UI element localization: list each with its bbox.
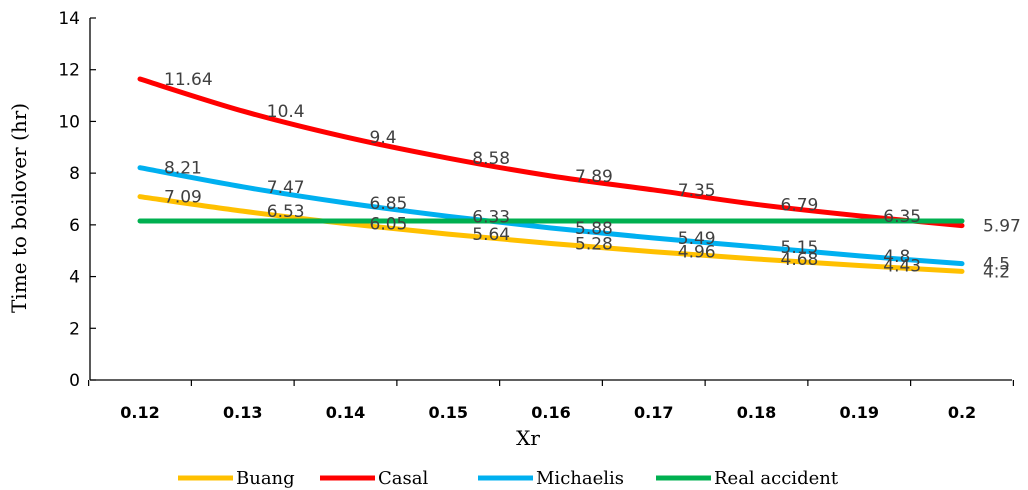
y-tick-label: 12 — [58, 61, 80, 81]
data-label: 6.33 — [472, 207, 510, 227]
legend-label: Buang — [236, 468, 295, 489]
series-line-michaelis — [137, 165, 965, 267]
data-label: 5.28 — [575, 234, 613, 254]
data-label: 6.79 — [781, 195, 819, 215]
data-label: 8.58 — [472, 149, 510, 169]
x-axis-ticks: 0.12 0.13 0.14 0.15 0.16 0.17 0.18 0.19 0.2 — [88, 380, 1014, 422]
legend-label: Michaelis — [536, 468, 624, 489]
legend: Buang Casal Michaelis Real accident — [178, 468, 839, 489]
x-tick-label: 0.12 — [120, 403, 159, 422]
data-label: 9.4 — [370, 128, 397, 148]
x-tick-label: 0.13 — [223, 403, 262, 422]
data-label: 4.5 — [983, 255, 1010, 275]
series-line-casal — [137, 76, 965, 229]
data-label: 6.05 — [370, 215, 408, 235]
data-label: 11.64 — [164, 70, 213, 90]
data-label: 6.85 — [370, 194, 408, 214]
data-label: 8.21 — [164, 159, 202, 179]
data-label: 4.43 — [883, 256, 921, 276]
x-tick-label: 0.2 — [948, 403, 976, 422]
series-lines — [137, 76, 965, 274]
x-tick-label: 0.15 — [429, 403, 468, 422]
data-label: 10.4 — [267, 102, 305, 122]
data-label: 6.53 — [267, 202, 305, 222]
data-label: 4.2 — [983, 262, 1010, 282]
legend-label: Real accident — [714, 468, 839, 489]
y-axis-ticks: 0 2 4 6 8 10 12 14 — [58, 9, 96, 391]
data-label: 5.88 — [575, 219, 613, 239]
x-axis-title: Xr — [516, 426, 540, 450]
y-tick-label: 4 — [69, 268, 80, 288]
x-tick-label: 0.17 — [634, 403, 673, 422]
y-axis-title: Time to boilover (hr) — [7, 103, 31, 313]
x-tick-label: 0.16 — [531, 403, 570, 422]
data-label: 5.49 — [678, 229, 716, 249]
data-label: 4.8 — [883, 247, 910, 267]
data-label: 6.35 — [883, 207, 921, 227]
x-tick-label: 0.14 — [326, 403, 365, 422]
data-label: 5.64 — [472, 225, 510, 245]
y-tick-label: 6 — [69, 216, 80, 236]
x-tick-label: 0.19 — [840, 403, 879, 422]
data-label: 4.68 — [781, 250, 819, 270]
y-tick-label: 14 — [58, 9, 80, 29]
data-label: 5.97 — [983, 217, 1021, 237]
data-label: 7.35 — [678, 181, 716, 201]
data-label: 7.47 — [267, 178, 305, 198]
series-line-buang — [137, 194, 965, 274]
y-tick-label: 0 — [69, 371, 80, 391]
y-tick-label: 2 — [69, 319, 80, 339]
data-label: 7.89 — [575, 167, 613, 187]
data-label: 7.09 — [164, 188, 202, 208]
y-tick-label: 8 — [69, 164, 80, 184]
legend-label: Casal — [378, 468, 428, 489]
axes — [89, 18, 1012, 381]
y-tick-label: 10 — [58, 112, 80, 132]
x-tick-label: 0.18 — [737, 403, 776, 422]
data-label: 4.96 — [678, 243, 716, 263]
data-label: 5.15 — [781, 238, 819, 258]
data-labels: 7.09 6.53 6.05 5.64 5.28 4.96 4.68 4.43 4.2 11.64… — [164, 70, 1021, 282]
